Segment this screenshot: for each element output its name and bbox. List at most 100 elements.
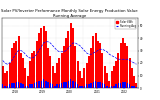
Bar (29, 60, 31, 88)
Bar (101, 53, 104, 88)
Bar (92, 36, 94, 88)
Bar (127, 83, 128, 88)
Bar (52, 66, 54, 88)
Bar (90, 48, 92, 88)
Bar (133, 76, 135, 88)
Bar (61, 53, 63, 88)
Bar (70, 23, 72, 88)
Bar (47, 48, 49, 88)
Bar (99, 43, 101, 88)
Bar (20, 53, 22, 88)
Bar (59, 84, 60, 88)
Bar (111, 70, 112, 88)
Bar (106, 73, 108, 88)
Bar (22, 84, 24, 88)
Bar (61, 83, 62, 88)
Bar (129, 58, 131, 88)
Bar (83, 68, 85, 88)
Bar (49, 56, 51, 88)
Bar (133, 86, 135, 88)
Bar (43, 26, 44, 88)
Bar (16, 82, 17, 88)
Bar (124, 43, 126, 88)
Bar (54, 86, 56, 88)
Bar (9, 84, 10, 88)
Bar (8, 63, 11, 88)
Bar (24, 68, 26, 88)
Bar (77, 84, 78, 88)
Bar (79, 86, 80, 88)
Bar (97, 82, 99, 88)
Bar (95, 33, 97, 88)
Legend: Solar kWh, Running Avg: Solar kWh, Running Avg (115, 19, 136, 28)
Bar (126, 46, 128, 88)
Bar (95, 80, 96, 88)
Bar (68, 80, 69, 88)
Bar (84, 86, 85, 88)
Bar (131, 86, 133, 88)
Bar (90, 83, 92, 88)
Bar (25, 86, 26, 88)
Bar (118, 83, 119, 88)
Bar (104, 66, 106, 88)
Bar (18, 82, 19, 88)
Bar (70, 79, 72, 88)
Bar (88, 84, 90, 88)
Bar (22, 58, 24, 88)
Bar (36, 40, 38, 88)
Bar (36, 82, 37, 88)
Bar (115, 84, 117, 88)
Bar (108, 80, 110, 88)
Bar (65, 38, 67, 88)
Bar (34, 83, 35, 88)
Bar (11, 83, 12, 88)
Bar (40, 80, 42, 88)
Bar (27, 86, 28, 88)
Bar (106, 86, 108, 88)
Bar (65, 82, 67, 88)
Bar (18, 36, 20, 88)
Bar (63, 82, 65, 88)
Bar (75, 82, 76, 88)
Bar (72, 28, 74, 88)
Bar (115, 60, 117, 88)
Bar (31, 53, 33, 88)
Bar (68, 30, 69, 88)
Title: Solar PV/Inverter Performance Monthly Solar Energy Production Value Running Aver: Solar PV/Inverter Performance Monthly So… (1, 9, 138, 18)
Bar (131, 68, 133, 88)
Bar (111, 86, 112, 88)
Bar (136, 83, 137, 88)
Bar (124, 82, 126, 88)
Bar (108, 87, 110, 88)
Bar (13, 83, 15, 88)
Bar (113, 66, 115, 88)
Bar (120, 83, 121, 88)
Bar (79, 70, 81, 88)
Bar (29, 84, 31, 88)
Bar (7, 86, 8, 88)
Bar (122, 38, 124, 88)
Bar (2, 84, 4, 88)
Bar (38, 80, 40, 88)
Bar (81, 78, 83, 88)
Bar (56, 84, 58, 88)
Bar (43, 79, 44, 88)
Bar (102, 83, 103, 88)
Bar (13, 43, 15, 88)
Bar (45, 80, 47, 88)
Bar (2, 66, 4, 88)
Bar (54, 73, 56, 88)
Bar (15, 40, 17, 88)
Bar (38, 33, 40, 88)
Bar (4, 86, 6, 88)
Bar (72, 80, 74, 88)
Bar (76, 60, 79, 88)
Bar (52, 84, 53, 88)
Bar (113, 86, 115, 88)
Bar (45, 30, 47, 88)
Bar (120, 43, 122, 88)
Bar (47, 82, 49, 88)
Bar (74, 46, 76, 88)
Bar (11, 48, 13, 88)
Bar (93, 82, 94, 88)
